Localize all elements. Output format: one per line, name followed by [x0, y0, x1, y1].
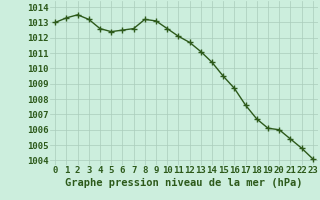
X-axis label: Graphe pression niveau de la mer (hPa): Graphe pression niveau de la mer (hPa): [65, 178, 303, 188]
